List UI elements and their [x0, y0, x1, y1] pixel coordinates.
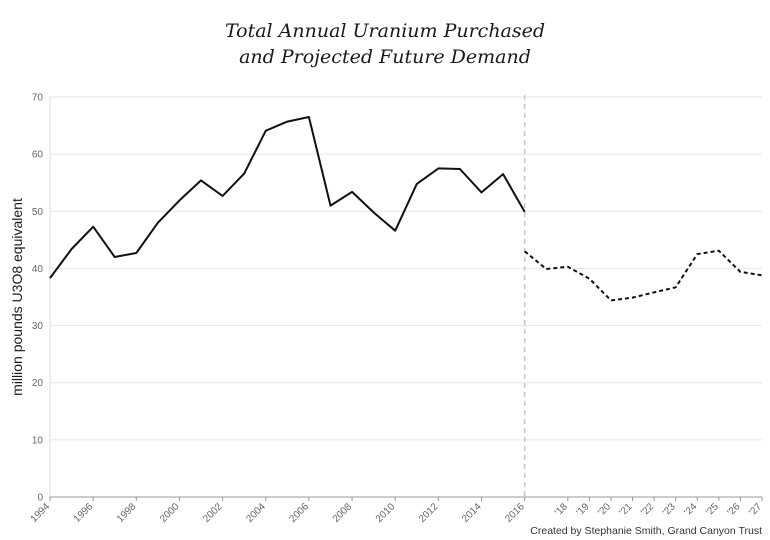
x-tick-label: 1996	[72, 501, 96, 525]
series-lines	[49, 116, 763, 302]
x-tick-label: 2000	[158, 501, 182, 525]
x-tick-label: '18	[553, 501, 570, 518]
x-tick-label: '22	[639, 501, 656, 518]
y-axis-ticks: 0 10 20 30 40 50 60 70	[32, 93, 44, 504]
projected-demand-line	[524, 249, 763, 302]
x-tick-label: '21	[618, 501, 635, 518]
x-tick-label: 2010	[374, 501, 398, 525]
y-tick-label: 0	[37, 493, 43, 504]
y-axis-title: million pounds U3O8 equivalent	[9, 198, 25, 396]
x-tick-label: 2008	[331, 501, 355, 525]
x-axis-ticks: 1994 1996 1998 2000 2002 2004 2006 2008 2010 2012…	[29, 497, 764, 525]
x-tick-label: 1994	[29, 501, 53, 525]
y-tick-label: 50	[32, 207, 44, 218]
y-tick-label: 40	[32, 264, 44, 275]
gridlines	[49, 96, 762, 498]
y-tick-label: 70	[32, 93, 44, 104]
x-tick-label: '25	[704, 501, 721, 518]
x-tick-label: 1998	[115, 501, 139, 525]
x-tick-label: '24	[682, 501, 699, 518]
x-tick-label: '27	[747, 501, 764, 518]
y-tick-label: 10	[32, 435, 44, 446]
x-tick-label: '23	[661, 501, 678, 518]
x-tick-label: 2014	[460, 501, 484, 525]
x-tick-label: 2012	[417, 501, 441, 525]
x-tick-label: '26	[726, 501, 743, 518]
chart-title-line-2: and Projected Future Demand	[239, 46, 531, 68]
y-tick-label: 20	[32, 378, 44, 389]
chart-title-line-1: Total Annual Uranium Purchased	[224, 20, 546, 42]
y-tick-label: 60	[32, 150, 44, 161]
chart-title: Total Annual Uranium Purchased and Proje…	[0, 18, 770, 70]
chart-credit: Created by Stephanie Smith, Grand Canyon…	[530, 525, 762, 537]
x-tick-label: '19	[575, 501, 592, 518]
x-tick-label: '20	[596, 501, 613, 518]
x-tick-label: 2016	[503, 501, 527, 525]
y-tick-label: 30	[32, 321, 44, 332]
purchased-line	[49, 116, 526, 279]
x-tick-label: 2002	[201, 501, 225, 525]
x-tick-label: 2004	[244, 501, 268, 525]
x-tick-label: 2006	[288, 501, 312, 525]
